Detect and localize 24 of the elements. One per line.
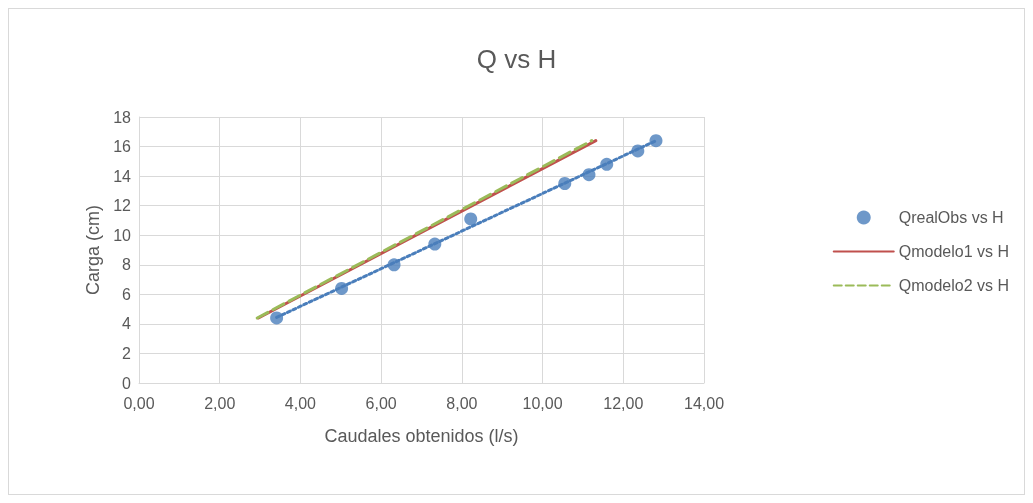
y-tick-label: 10 — [113, 226, 132, 244]
y-tick-label: 2 — [122, 344, 132, 362]
y-tick-label: 6 — [122, 285, 132, 303]
x-tick-label: 6,00 — [365, 394, 397, 412]
y-tick-label: 16 — [113, 138, 132, 156]
y-tick-label: 14 — [113, 167, 132, 185]
chart-title: Q vs H — [476, 44, 557, 74]
x-axis-title: Caudales obtenidos (l/s) — [324, 426, 519, 446]
x-tick-label: 8,00 — [446, 394, 478, 412]
x-tick-label: 0,00 — [123, 394, 155, 412]
y-tick-label: 0 — [122, 374, 132, 392]
y-tick-label: 18 — [113, 108, 132, 126]
legend-label: QrealObs vs H — [898, 209, 1004, 226]
y-tick-label: 4 — [122, 315, 132, 333]
x-tick-label: 12,00 — [603, 394, 644, 412]
x-tick-label: 10,00 — [522, 394, 563, 412]
x-tick-label: 14,00 — [683, 394, 725, 412]
legend-label: Qmodelo2 vs H — [898, 277, 1009, 294]
x-tick-label: 4,00 — [284, 394, 317, 412]
legend-label: Qmodelo1 vs H — [898, 243, 1009, 260]
y-tick-label: 8 — [122, 256, 132, 274]
x-tick-label: 2,00 — [204, 394, 236, 412]
y-axis-title: Carga (cm) — [83, 204, 104, 296]
y-tick-label: 12 — [113, 197, 132, 215]
